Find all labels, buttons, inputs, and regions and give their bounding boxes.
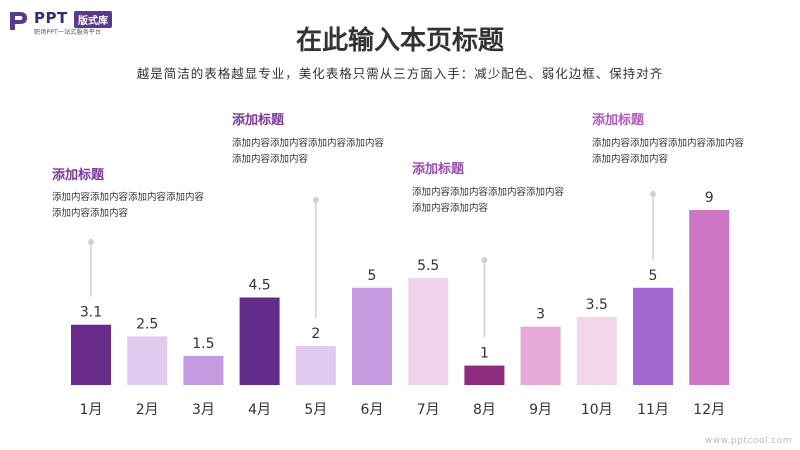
bar-2 xyxy=(127,336,168,385)
bar-3 xyxy=(183,355,224,385)
bar-11 xyxy=(633,287,673,385)
value-label-11: 5 xyxy=(649,268,658,284)
x-tick-label-11: 11月 xyxy=(637,402,669,418)
watermark: www.pptcool.com xyxy=(704,436,792,446)
callout-title-3: 添加标题 xyxy=(412,162,465,177)
x-tick-label-12: 12月 xyxy=(693,402,725,418)
bar-7 xyxy=(408,278,449,385)
callout-body-1: 添加内容添加内容添加内容添加内容添加内容添加内容 xyxy=(52,192,205,219)
value-label-4: 4.5 xyxy=(248,278,270,294)
logo-badge: 版式库 xyxy=(74,11,112,28)
bar-1 xyxy=(71,324,111,385)
callout-title-2: 添加标题 xyxy=(232,113,285,128)
bar-8 xyxy=(464,365,505,385)
x-tick-label-3: 3月 xyxy=(192,402,215,418)
bar-4 xyxy=(239,297,280,385)
annotation-dot-2 xyxy=(312,197,319,203)
logo-text: PPT xyxy=(34,9,68,27)
page-title: 在此输入本页标题 xyxy=(295,26,504,56)
value-label-12: 9 xyxy=(705,190,714,206)
value-label-9: 3 xyxy=(536,307,545,323)
value-label-8: 1 xyxy=(480,346,489,362)
bar-6 xyxy=(352,287,392,385)
x-tick-label-6: 6月 xyxy=(361,402,384,418)
value-label-7: 5.5 xyxy=(417,258,439,274)
value-label-5: 2 xyxy=(311,326,320,342)
page-subtitle: 越是简洁的表格越显专业，美化表格只需从三方面入手：减少配色、弱化边框、保持对齐 xyxy=(136,66,664,81)
x-tick-label-4: 4月 xyxy=(248,402,271,418)
callout-title-1: 添加标题 xyxy=(52,168,105,183)
annotation-dot-1 xyxy=(88,239,94,245)
x-tick-label-1: 1月 xyxy=(80,402,103,418)
bar-5 xyxy=(295,346,336,385)
x-tick-label-7: 7月 xyxy=(417,402,440,418)
x-tick-label-8: 8月 xyxy=(473,402,496,418)
value-label-3: 1.5 xyxy=(192,336,214,352)
annotation-dot-3 xyxy=(481,257,488,263)
bar-10 xyxy=(576,316,617,385)
bar-12 xyxy=(689,210,730,385)
value-label-10: 3.5 xyxy=(586,297,608,313)
x-tick-label-10: 10月 xyxy=(581,402,613,418)
logo-p-icon xyxy=(10,12,27,30)
logo: PPT 版式库 职场PPT一站式服务平台 xyxy=(8,8,158,36)
annotation-dot-4 xyxy=(650,191,656,197)
callout-body-3: 添加内容添加内容添加内容添加内容添加内容添加内容 xyxy=(412,187,565,214)
callout-body-2: 添加内容添加内容添加内容添加内容添加内容添加内容 xyxy=(232,138,385,165)
x-tick-label-9: 9月 xyxy=(529,402,552,418)
value-label-6: 5 xyxy=(368,268,377,284)
value-label-2: 2.5 xyxy=(136,316,158,332)
callout-title-4: 添加标题 xyxy=(592,113,645,128)
x-tick-label-2: 2月 xyxy=(136,402,159,418)
x-tick-label-5: 5月 xyxy=(304,402,327,418)
logo-subtitle: 职场PPT一站式服务平台 xyxy=(34,29,102,36)
bar-9 xyxy=(520,326,561,385)
callout-body-4: 添加内容添加内容添加内容添加内容添加内容添加内容 xyxy=(592,138,745,165)
value-label-1: 3.1 xyxy=(80,305,102,321)
